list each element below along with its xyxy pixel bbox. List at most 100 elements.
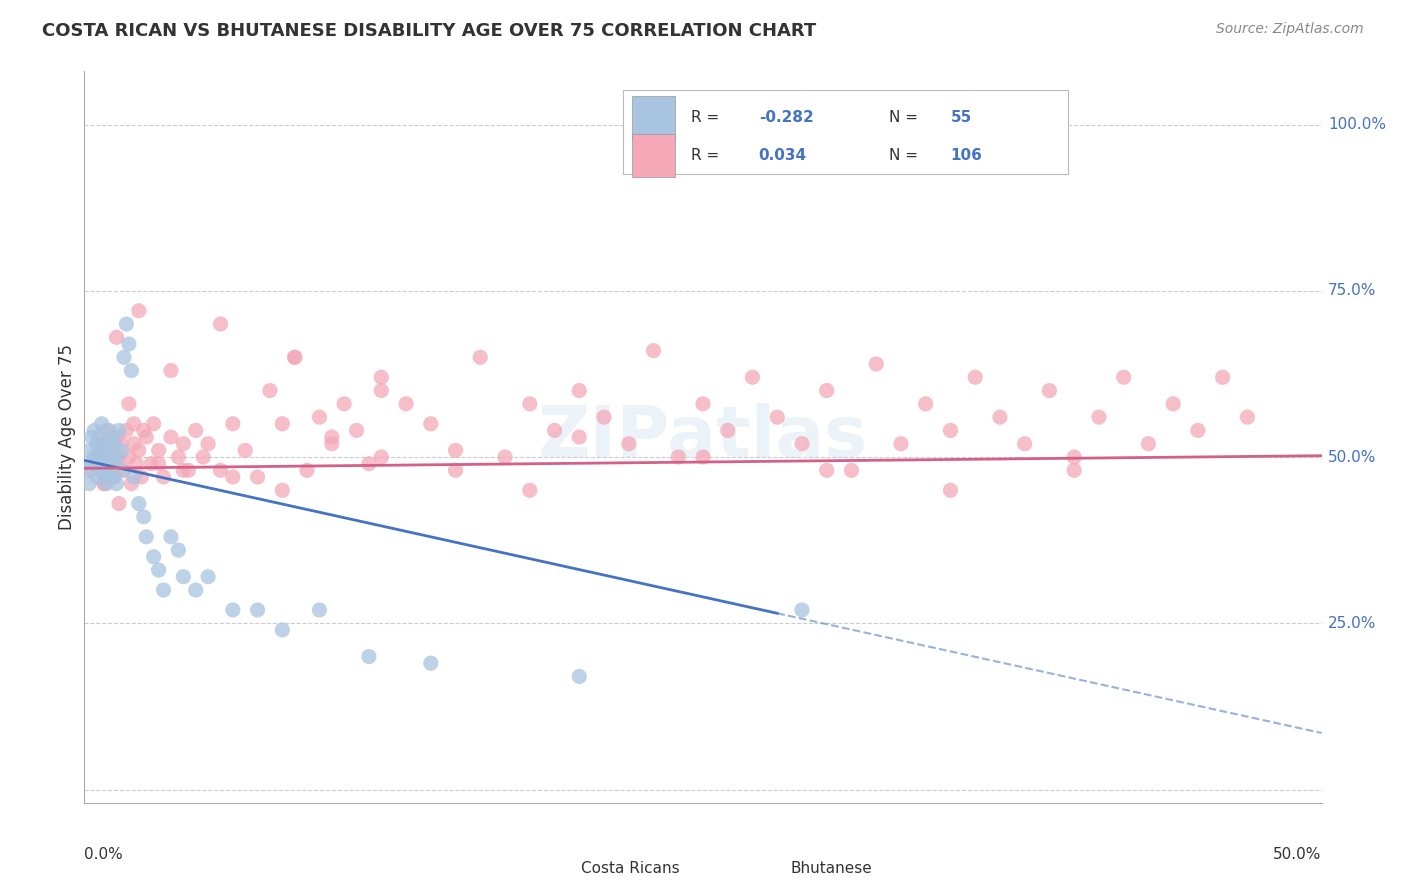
Point	[152, 582, 174, 597]
Point	[766, 410, 789, 425]
Point	[284, 351, 307, 365]
Point	[86, 436, 108, 450]
Text: 50.0%: 50.0%	[1274, 847, 1322, 862]
Point	[209, 317, 232, 331]
Point	[98, 463, 121, 477]
Text: 106: 106	[950, 148, 983, 163]
Point	[815, 463, 838, 477]
Point	[129, 470, 152, 484]
Text: ZIPatlas: ZIPatlas	[538, 402, 868, 472]
Point	[284, 351, 307, 365]
Point	[132, 424, 155, 438]
Text: Source: ZipAtlas.com: Source: ZipAtlas.com	[1216, 22, 1364, 37]
Point	[103, 470, 125, 484]
Point	[543, 424, 565, 438]
Point	[308, 603, 330, 617]
Point	[100, 470, 122, 484]
Point	[148, 457, 170, 471]
Point	[80, 430, 103, 444]
Point	[122, 470, 145, 484]
Point	[444, 463, 467, 477]
Point	[122, 436, 145, 450]
Point	[112, 351, 135, 365]
Point	[1212, 370, 1234, 384]
Text: 0.0%: 0.0%	[84, 847, 124, 862]
Point	[914, 397, 936, 411]
Point	[80, 457, 103, 471]
Point	[93, 476, 115, 491]
Point	[1161, 397, 1184, 411]
Point	[142, 549, 165, 564]
Point	[666, 450, 689, 464]
Point	[308, 410, 330, 425]
Point	[1236, 410, 1258, 425]
Point	[98, 424, 121, 438]
Point	[617, 436, 640, 450]
Point	[741, 370, 763, 384]
Point	[96, 450, 118, 464]
Point	[132, 509, 155, 524]
Text: 50.0%: 50.0%	[1327, 450, 1376, 465]
Point	[89, 450, 111, 464]
Text: 0.034: 0.034	[759, 148, 807, 163]
Point	[988, 410, 1011, 425]
Point	[1187, 424, 1209, 438]
Point	[148, 563, 170, 577]
Point	[593, 410, 616, 425]
Point	[790, 603, 813, 617]
Point	[1063, 463, 1085, 477]
Point	[184, 424, 207, 438]
Point	[128, 497, 150, 511]
Point	[519, 397, 541, 411]
Point	[1088, 410, 1111, 425]
Point	[233, 443, 256, 458]
Point	[128, 303, 150, 318]
Point	[86, 470, 108, 484]
Point	[160, 530, 183, 544]
Text: -0.282: -0.282	[759, 110, 814, 125]
Point	[643, 343, 665, 358]
Point	[90, 457, 112, 471]
Text: Costa Ricans: Costa Ricans	[581, 861, 679, 876]
Point	[865, 357, 887, 371]
Point	[103, 457, 125, 471]
Point	[83, 450, 105, 464]
Point	[271, 623, 294, 637]
Point	[135, 530, 157, 544]
Point	[152, 470, 174, 484]
Point	[395, 397, 418, 411]
Point	[1038, 384, 1060, 398]
Point	[100, 430, 122, 444]
Point	[93, 476, 115, 491]
Point	[419, 417, 441, 431]
Point	[222, 470, 245, 484]
FancyBboxPatch shape	[749, 851, 780, 887]
Point	[167, 543, 190, 558]
Point	[197, 436, 219, 450]
Point	[197, 570, 219, 584]
Text: 25.0%: 25.0%	[1327, 615, 1376, 631]
Point	[103, 470, 125, 484]
Point	[370, 450, 392, 464]
Point	[96, 424, 118, 438]
Point	[519, 483, 541, 498]
Point	[494, 450, 516, 464]
Point	[357, 457, 380, 471]
Point	[295, 463, 318, 477]
Point	[346, 424, 368, 438]
Point	[110, 436, 132, 450]
Point	[841, 463, 863, 477]
Point	[105, 476, 128, 491]
Point	[184, 582, 207, 597]
Point	[108, 450, 131, 464]
Point	[108, 424, 131, 438]
Point	[98, 457, 121, 471]
Point	[90, 443, 112, 458]
Point	[118, 337, 141, 351]
Point	[692, 450, 714, 464]
Point	[98, 443, 121, 458]
Point	[890, 436, 912, 450]
Point	[112, 463, 135, 477]
Point	[370, 370, 392, 384]
Point	[76, 463, 98, 477]
